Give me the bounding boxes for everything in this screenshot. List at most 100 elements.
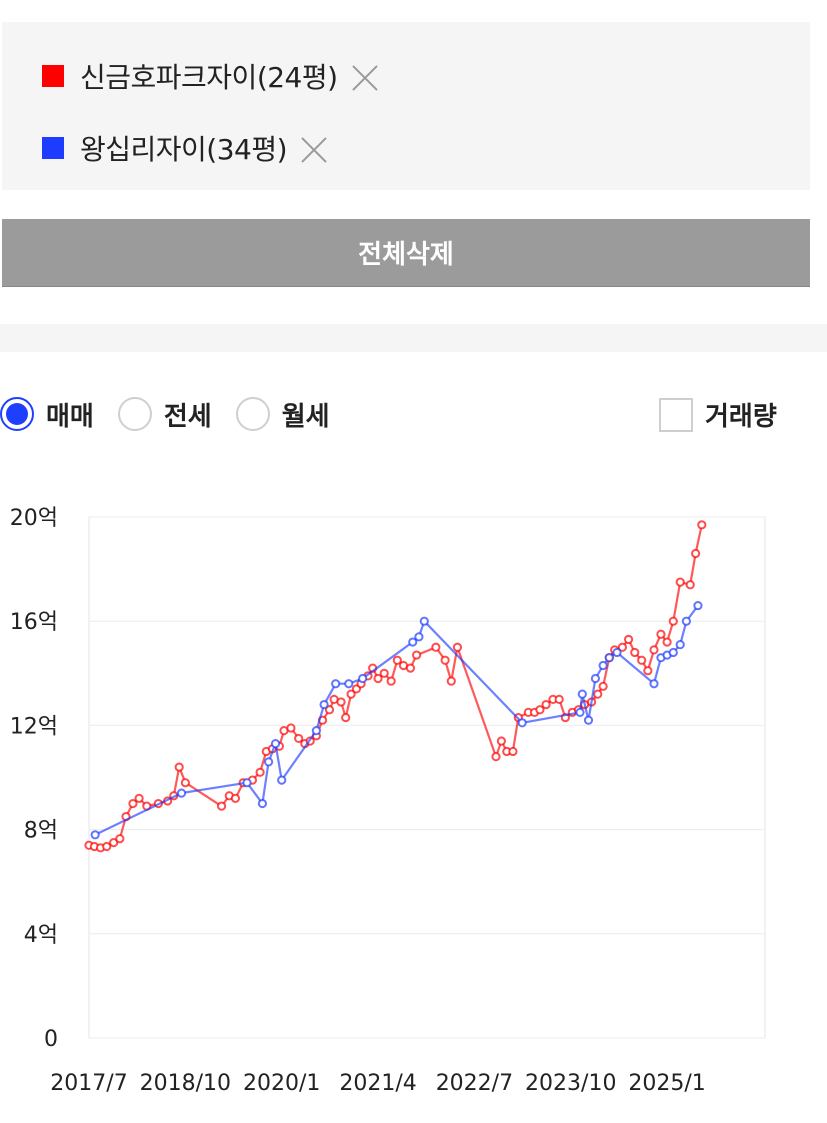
data-point-series-2 <box>331 679 341 689</box>
data-point-series-1 <box>440 655 450 665</box>
legend-item-label: 신금호파크자이(24평) <box>80 61 338 94</box>
data-point-series-1 <box>230 793 241 803</box>
data-point-series-1 <box>496 736 506 746</box>
data-point-series-2 <box>604 653 614 663</box>
data-point-series-1 <box>697 520 707 530</box>
data-point-series-1 <box>336 697 346 707</box>
data-point-series-2 <box>419 616 429 626</box>
data-point-series-1 <box>446 676 456 686</box>
data-point-series-2 <box>277 775 287 785</box>
radio-icon[interactable] <box>117 397 152 431</box>
data-point-series-1 <box>346 689 356 699</box>
data-point-series-2 <box>675 640 685 650</box>
data-point-series-2 <box>257 798 268 809</box>
data-point-series-2 <box>681 616 691 626</box>
section-divider <box>0 324 827 352</box>
trade-volume-checkbox[interactable]: 거래량 <box>659 396 777 433</box>
data-point-series-1 <box>649 645 659 655</box>
x-tick-label: 2020/1 <box>243 1071 320 1096</box>
data-point-series-1 <box>115 834 125 844</box>
data-point-series-2 <box>311 726 321 736</box>
radio-label: 전세 <box>163 401 212 432</box>
data-point-series-1 <box>109 838 119 848</box>
y-tick-label: 4억 <box>24 923 58 948</box>
data-point-series-1 <box>128 798 138 809</box>
data-point-series-1 <box>392 655 402 665</box>
data-point-series-1 <box>554 694 564 704</box>
data-point-series-1 <box>286 723 296 733</box>
radio-icon[interactable] <box>0 397 34 431</box>
series-2-color-swatch <box>42 137 64 159</box>
data-point-series-2 <box>598 660 608 671</box>
data-point-series-2 <box>590 673 601 684</box>
trade-type-sale-radio[interactable]: 매매 <box>0 396 94 433</box>
remove-series-1-close-icon[interactable] <box>350 61 380 91</box>
radio-label: 매매 <box>46 401 94 432</box>
data-point-series-2 <box>408 637 418 647</box>
data-point-series-1 <box>431 642 441 652</box>
remove-series-2-close-icon[interactable] <box>299 133 329 163</box>
trade-type-monthly-rent-radio[interactable]: 월세 <box>235 396 330 433</box>
trade-type-radio-group: 매매 전세 월세 <box>0 392 354 436</box>
x-tick-label: 2017/7 <box>50 1071 127 1096</box>
data-point-series-1 <box>341 712 351 723</box>
data-point-series-1 <box>324 705 335 715</box>
data-point-series-2 <box>358 673 368 684</box>
data-point-series-1 <box>541 699 551 710</box>
data-point-series-2 <box>263 757 274 767</box>
data-point-series-2 <box>414 632 424 642</box>
data-point-series-2 <box>575 707 585 717</box>
data-point-series-1 <box>617 642 628 652</box>
checkbox-icon[interactable] <box>659 397 693 432</box>
data-point-series-2 <box>319 699 329 710</box>
data-point-series-1 <box>643 666 653 676</box>
x-tick-label: 2022/7 <box>436 1071 513 1096</box>
data-point-series-2 <box>270 739 281 749</box>
data-point-series-1 <box>386 676 396 686</box>
data-point-series-1 <box>668 616 678 626</box>
data-point-series-1 <box>623 634 634 645</box>
data-point-series-2 <box>668 647 678 658</box>
data-point-series-2 <box>517 718 527 728</box>
data-point-series-2 <box>583 715 594 725</box>
legend-item-series-2: 왕십리자이(34평) <box>42 128 329 168</box>
y-tick-label: 0 <box>44 1027 58 1052</box>
clear-all-button[interactable]: 전체삭제 <box>2 219 810 286</box>
data-point-series-2 <box>176 788 187 798</box>
data-point-series-1 <box>216 801 227 811</box>
data-point-series-2 <box>90 830 100 840</box>
data-point-series-1 <box>411 650 422 660</box>
x-tick-label: 2018/10 <box>140 1071 231 1096</box>
data-point-series-2 <box>242 778 252 788</box>
y-tick-label: 8억 <box>24 819 58 844</box>
radio-label: 월세 <box>281 401 330 432</box>
data-point-series-1 <box>255 767 265 777</box>
series-1-color-swatch <box>42 65 64 87</box>
data-point-series-1 <box>685 580 695 590</box>
data-point-series-1 <box>508 746 518 757</box>
trade-type-jeonse-radio[interactable]: 전세 <box>117 396 212 433</box>
data-point-series-1 <box>134 793 144 803</box>
legend-item-series-1: 신금호파크자이(24평) <box>42 56 380 96</box>
data-point-series-1 <box>637 655 647 665</box>
legend-item-label: 왕십리자이(34평) <box>80 133 288 166</box>
data-point-series-2 <box>612 647 622 658</box>
radio-icon[interactable] <box>235 397 270 431</box>
x-tick-label: 2025/1 <box>628 1071 705 1096</box>
price-trend-chart: 0 4억 8억 12억 16억 20억 2017/7 2018/10 2020/1 2021/4 2… <box>10 506 766 1096</box>
series-line-1 <box>88 524 703 849</box>
data-point-series-1 <box>373 673 383 684</box>
data-point-series-1 <box>405 663 416 673</box>
comparison-legend-panel: 신금호파크자이(24평) 왕십리자이(34평) <box>2 22 810 190</box>
x-tick-label: 2021/4 <box>339 1071 416 1096</box>
y-tick-label: 20억 <box>10 506 58 531</box>
data-point-series-1 <box>598 681 608 691</box>
checkbox-label: 거래량 <box>705 402 777 432</box>
data-point-series-1 <box>691 548 701 559</box>
data-point-series-1 <box>656 629 666 639</box>
data-point-series-1 <box>452 642 463 652</box>
data-point-series-2 <box>577 689 587 699</box>
data-point-series-2 <box>344 679 354 689</box>
x-tick-label: 2023/10 <box>525 1071 616 1096</box>
data-point-series-1 <box>675 577 685 587</box>
